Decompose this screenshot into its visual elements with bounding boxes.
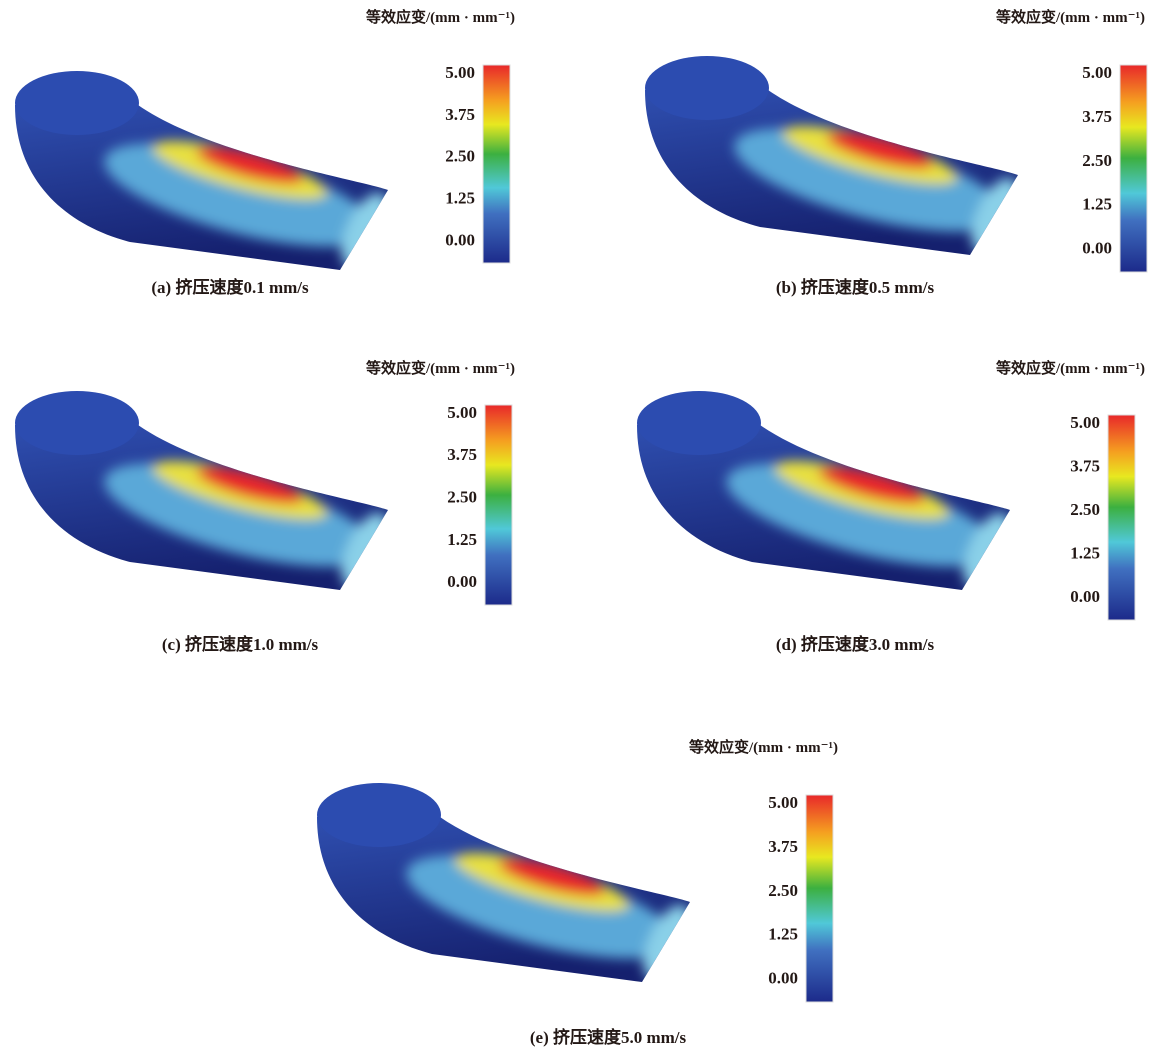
colorbar-tick: 5.00 [1070, 413, 1100, 432]
colorbar [1108, 415, 1135, 620]
figure: 等效应变/(mm · mm⁻¹) 5.00 3.75 2.50 1.25 0.00 (a) … [0, 0, 1151, 1056]
colorbar-tick: 1.25 [768, 925, 798, 944]
panel: 等效应变/(mm · mm⁻¹) 5.00 3.75 2.50 1.25 0.00 (c) … [15, 359, 515, 654]
colorbar-tick: 3.75 [445, 105, 475, 124]
strain-model [645, 56, 1028, 259]
colorbar-tick: 1.25 [1070, 543, 1100, 562]
strain-model [637, 391, 1020, 594]
legend-title: 等效应变/(mm · mm⁻¹) [996, 8, 1145, 26]
colorbar-tick: 1.25 [445, 188, 475, 207]
colorbar-tick: 1.25 [1082, 195, 1112, 214]
panel: 等效应变/(mm · mm⁻¹) 5.00 3.75 2.50 1.25 0.00 (a) … [15, 8, 515, 297]
colorbar-tick: 2.50 [447, 488, 477, 507]
colorbar-tick: 0.00 [1070, 587, 1100, 606]
strain-model [15, 71, 398, 274]
strain-model [317, 783, 700, 986]
caption: (a) 挤压速度0.1 mm/s [151, 277, 309, 297]
legend-title: 等效应变/(mm · mm⁻¹) [689, 738, 838, 756]
colorbar-tick: 0.00 [445, 230, 475, 249]
colorbar-tick: 3.75 [447, 445, 477, 464]
colorbar-tick: 0.00 [768, 969, 798, 988]
strain-model [15, 391, 398, 594]
model-top [15, 71, 139, 135]
colorbar-tick: 2.50 [768, 881, 798, 900]
model-top [317, 783, 441, 847]
colorbar-tick: 0.00 [1082, 239, 1112, 258]
model-top [15, 391, 139, 455]
colorbar-tick: 5.00 [447, 403, 477, 422]
colorbar-tick: 5.00 [1082, 63, 1112, 82]
legend-title: 等效应变/(mm · mm⁻¹) [366, 8, 515, 26]
colorbar-tick: 2.50 [1070, 500, 1100, 519]
colorbar-tick: 2.50 [445, 147, 475, 166]
colorbar-tick: 1.25 [447, 530, 477, 549]
panel: 等效应变/(mm · mm⁻¹) 5.00 3.75 2.50 1.25 0.00 (e) … [317, 738, 838, 1047]
colorbar [485, 405, 512, 605]
legend-title: 等效应变/(mm · mm⁻¹) [366, 359, 515, 377]
legend-title: 等效应变/(mm · mm⁻¹) [996, 359, 1145, 377]
colorbar-tick: 3.75 [1082, 107, 1112, 126]
colorbar [1120, 65, 1147, 272]
caption: (c) 挤压速度1.0 mm/s [162, 634, 319, 654]
model-top [637, 391, 761, 455]
colorbar [806, 795, 833, 1002]
colorbar-tick: 5.00 [768, 793, 798, 812]
colorbar-tick: 5.00 [445, 63, 475, 82]
caption: (e) 挤压速度5.0 mm/s [530, 1027, 687, 1047]
colorbar [483, 65, 510, 263]
caption: (b) 挤压速度0.5 mm/s [776, 277, 935, 297]
colorbar-tick: 3.75 [1070, 456, 1100, 475]
colorbar-tick: 2.50 [1082, 151, 1112, 170]
caption: (d) 挤压速度3.0 mm/s [776, 634, 935, 654]
colorbar-tick: 0.00 [447, 572, 477, 591]
panel: 等效应变/(mm · mm⁻¹) 5.00 3.75 2.50 1.25 0.00 (d) … [637, 359, 1145, 654]
model-top [645, 56, 769, 120]
panel: 等效应变/(mm · mm⁻¹) 5.00 3.75 2.50 1.25 0.00 (b) … [645, 8, 1147, 297]
colorbar-tick: 3.75 [768, 837, 798, 856]
